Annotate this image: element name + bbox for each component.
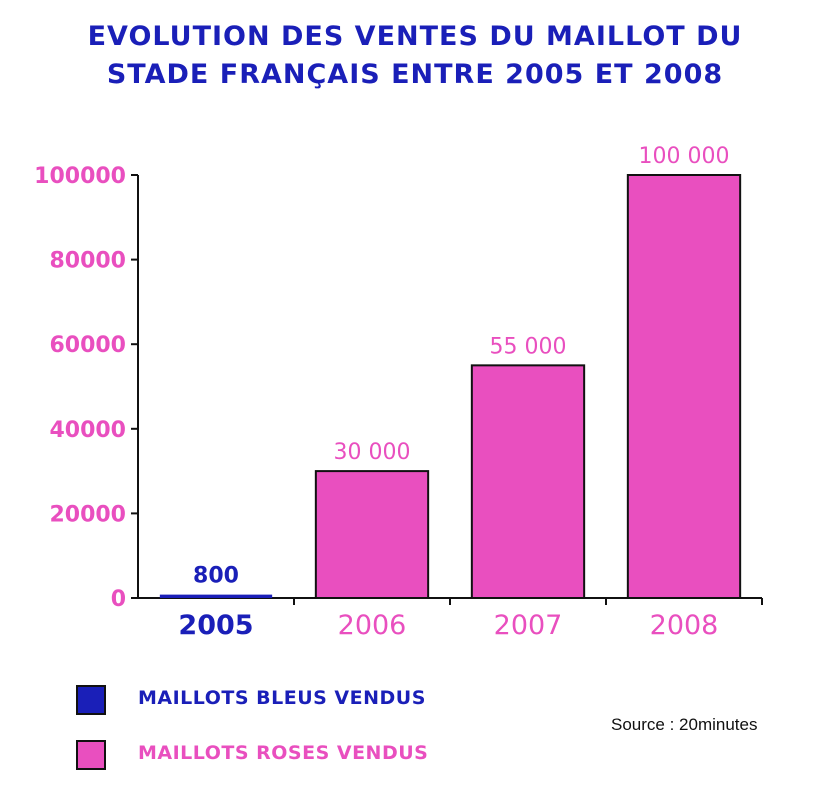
chart-title-line-1: EVOLUTION DES VENTES DU MAILLOT DU [87, 21, 743, 52]
bar-chart: 0 20000 40000 60000 80000 100000 800 2005 30 000… [34, 144, 763, 641]
legend-label-pink: MAILLOTS ROSES VENDUS [138, 742, 429, 764]
bar [470, 364, 586, 599]
legend-label-blue: MAILLOTS BLEUS VENDUS [138, 687, 426, 709]
bar-value-label: 100 000 [639, 144, 730, 169]
bar-value-label: 800 [193, 564, 239, 589]
x-tick-label: 2007 [494, 610, 563, 641]
x-tick-label: 2005 [178, 610, 253, 641]
chart-title-line-2: STADE FRANÇAIS ENTRE 2005 ET 2008 [106, 59, 724, 90]
legend-swatch-blue [76, 685, 106, 715]
x-tick-label: 2008 [650, 610, 719, 641]
y-tick-label: 80000 [49, 249, 126, 274]
y-tick-label: 20000 [49, 502, 126, 527]
source-note: Source : 20minutes [611, 715, 758, 734]
bar-value-label: 55 000 [490, 334, 567, 359]
y-tick-label: 0 [111, 587, 126, 612]
bar [159, 594, 273, 598]
legend-swatch-pink [76, 740, 106, 770]
bar-value-label: 30 000 [334, 440, 411, 465]
x-tick-label: 2006 [338, 610, 407, 641]
bar [314, 470, 430, 600]
chart-title: EVOLUTION DES VENTES DU MAILLOT DU STADE… [0, 18, 830, 94]
bar [626, 174, 742, 599]
y-tick-label: 100000 [34, 164, 126, 189]
y-tick-label: 40000 [49, 418, 126, 443]
y-tick-label: 60000 [49, 333, 126, 358]
